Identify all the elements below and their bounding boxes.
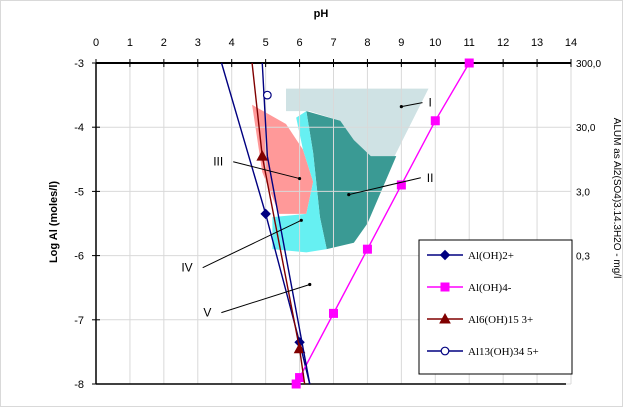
- region-label: II: [427, 171, 434, 185]
- regions-layer: [252, 88, 429, 253]
- region-arrow: [233, 161, 300, 180]
- x-tick-label: 10: [429, 37, 441, 49]
- region-label: IV: [181, 261, 192, 275]
- right-tick-label: 3,0: [576, 187, 590, 198]
- region-arrow-head: [297, 176, 302, 181]
- data-point: [464, 58, 474, 68]
- data-point: [256, 150, 269, 161]
- region-IV: [272, 111, 327, 253]
- right-tick-label: 30,0: [576, 123, 596, 134]
- x-tick-label: 1: [127, 37, 133, 49]
- x-tick-label: 11: [464, 37, 475, 49]
- region-arrow-head: [347, 193, 351, 197]
- x-tick-label: 2: [161, 37, 167, 49]
- axes-layer: 0 1 2 3 4 5 6 7 8 9 10 11 12 13 14-3-4-5-6-7-8300,030,…: [74, 37, 601, 391]
- chart-title: pH: [314, 8, 329, 20]
- legend-marker: [439, 312, 451, 324]
- data-point: [329, 308, 338, 318]
- series-2: [251, 62, 306, 385]
- y-tick-label: -4: [74, 122, 84, 134]
- series-line: [220, 62, 311, 385]
- region-arrow-head: [399, 105, 403, 109]
- data-point: [293, 342, 306, 354]
- series-3: [261, 62, 311, 385]
- series-layer: [220, 58, 474, 389]
- series-1: [291, 58, 474, 389]
- right-tick-label: 300,0: [576, 59, 601, 70]
- legend-label: Al(OH)4-: [468, 282, 512, 294]
- x-tick-label: 5: [263, 37, 269, 49]
- data-point: [260, 208, 271, 220]
- legend-marker: [440, 282, 450, 292]
- region-label: III: [213, 155, 223, 169]
- x-tick-label: 6: [297, 37, 303, 49]
- data-point: [295, 373, 305, 383]
- data-point: [396, 180, 406, 190]
- y-tick-label: -3: [74, 58, 84, 70]
- series-line: [251, 62, 306, 385]
- data-point: [430, 116, 440, 126]
- legend-label: Al13(OH)34 5+: [468, 346, 539, 358]
- legend-label: Al(OH)2+: [468, 250, 514, 262]
- region-arrow-head: [299, 218, 303, 222]
- x-tick-label: 12: [497, 37, 509, 49]
- y-tick-label: -6: [74, 251, 84, 263]
- x-tick-label: 13: [531, 37, 543, 49]
- region-label: I: [429, 96, 432, 110]
- x-tick-label: 7: [330, 37, 336, 49]
- data-point: [262, 90, 272, 100]
- y-tick-label: -5: [74, 186, 84, 198]
- data-point: [362, 244, 372, 254]
- region-arrow-head: [308, 282, 312, 287]
- x-tick-label: 9: [398, 37, 404, 49]
- region-III: [252, 104, 314, 214]
- y-axis-label: Log Al (moles/l): [48, 181, 60, 263]
- y-tick-label: -7: [74, 315, 84, 327]
- x-tick-label: 14: [565, 37, 577, 49]
- x-tick-label: 3: [195, 37, 201, 49]
- right-tick-label: 0,3: [576, 252, 590, 263]
- legend-marker: [439, 249, 451, 261]
- legend: Al(OH)2+ Al(OH)4- Al6(OH)15 3+ Al13(OH)34 5…: [418, 239, 573, 375]
- y-tick-label: -8: [74, 379, 84, 391]
- region-arrow: [348, 177, 421, 196]
- region-II: [306, 111, 397, 250]
- legend-marker: [440, 346, 450, 356]
- region-arrow: [401, 102, 423, 108]
- legend-label: Al6(OH)15 3+: [468, 314, 533, 326]
- region-label: V: [203, 306, 211, 320]
- right-axis-label: ALUM as Al2(SO4)3.14.3H2O - mg/l: [611, 118, 622, 279]
- region-arrow: [202, 219, 302, 269]
- region-arrow: [221, 284, 310, 314]
- x-tick-label: 4: [229, 37, 235, 49]
- region-I: [286, 88, 429, 157]
- x-tick-label: 0: [93, 37, 99, 49]
- x-tick-label: 8: [364, 37, 370, 49]
